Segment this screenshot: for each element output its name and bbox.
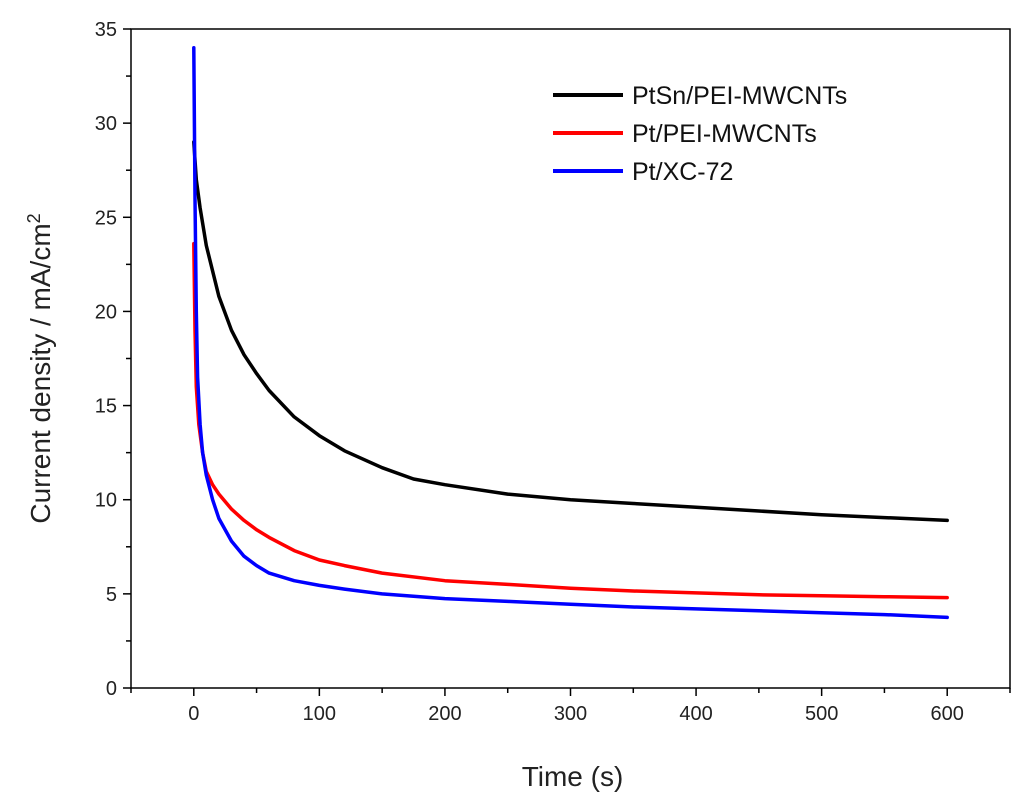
y-tick-label: 20 [95, 301, 117, 323]
y-axis-title: Current density / mA/cm2 [24, 213, 56, 523]
y-tick-label: 15 [95, 396, 117, 418]
ticks-layer: 0 100 200 300 400 500 600 0 5 10 15 20 25 30 35 [95, 19, 1011, 725]
y-axis-title-main: Current density / mA/cm [25, 223, 56, 523]
x-tick-label: 600 [931, 703, 964, 725]
y-axis-title-superscript: 2 [24, 213, 44, 223]
legend-label: Pt/XC-72 [632, 158, 733, 186]
x-tick-label: 100 [303, 703, 336, 725]
x-tick-label: 0 [188, 703, 199, 725]
x-axis-title: Time (s) [522, 761, 624, 792]
series-layer [192, 46, 949, 620]
y-tick-label: 10 [95, 490, 117, 512]
y-tick-label: 35 [95, 19, 117, 41]
y-tick-label: 5 [106, 584, 117, 606]
legend-label: PtSn/PEI-MWCNTs [632, 82, 847, 110]
legend: PtSn/PEI-MWCNTs Pt/PEI-MWCNTs Pt/XC-72 [553, 82, 847, 186]
series-line-1 [192, 140, 949, 523]
series-line-3 [192, 46, 949, 620]
y-tick-label: 25 [95, 207, 117, 229]
y-tick-label: 30 [95, 113, 117, 135]
y-tick-label: 0 [106, 678, 117, 700]
x-tick-label: 200 [428, 703, 461, 725]
x-tick-label: 300 [554, 703, 587, 725]
x-tick-label: 400 [679, 703, 712, 725]
legend-label: Pt/PEI-MWCNTs [632, 120, 817, 148]
x-tick-label: 500 [805, 703, 838, 725]
